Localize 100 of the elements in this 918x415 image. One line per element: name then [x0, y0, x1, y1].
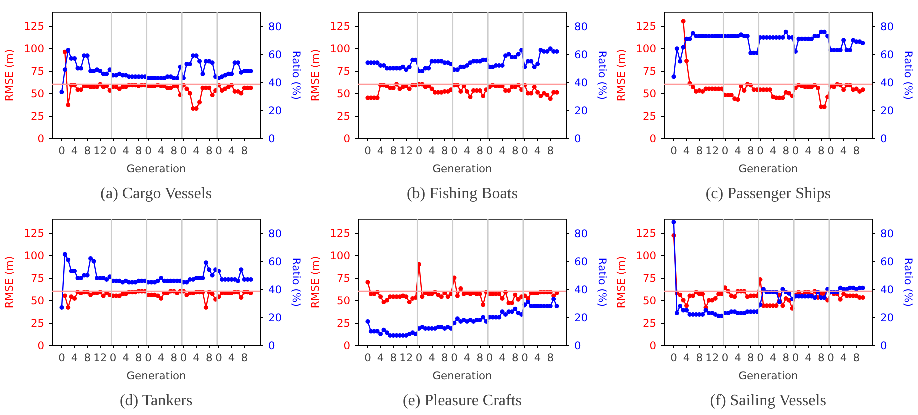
- text: (d) Tankers: [120, 392, 193, 410]
- x-tick-label: 4: [428, 352, 436, 364]
- x-tick-label: 0: [722, 352, 729, 364]
- x-tick-label: 4: [377, 144, 384, 158]
- x-tick-label: 8: [696, 144, 704, 158]
- y-tick-label: 0: [650, 132, 657, 146]
- y-tick-label: 100: [330, 250, 351, 262]
- x-tick-label: 0: [486, 352, 494, 364]
- y-tick-label: 125: [330, 227, 351, 240]
- x-tick-label: 4: [464, 352, 471, 364]
- y-tick-label: 100: [636, 42, 657, 56]
- x-tick-label: 0: [216, 144, 223, 158]
- y2-tick-label: 0: [880, 132, 888, 146]
- x-tick-label: 4: [840, 144, 848, 158]
- x-tick-label: 4: [428, 144, 436, 158]
- x-tick-label: 8: [241, 144, 248, 158]
- y-tick-label: 0: [38, 132, 45, 146]
- x-tick-label: 8: [547, 352, 554, 364]
- text: (a) Cargo Vessels: [100, 186, 212, 202]
- x-tick-label: 8: [135, 144, 142, 158]
- y2-axis-title: Ratio (%): [596, 258, 610, 308]
- y2-tick-label: 40: [268, 76, 282, 90]
- x-tick-label: 0: [828, 352, 835, 364]
- y2-tick-label: 60: [268, 48, 282, 62]
- x-tick-label: 4: [734, 352, 742, 364]
- x-tick-label: 8: [782, 352, 790, 364]
- x-tick-label: 8: [512, 352, 519, 364]
- x-tick-label: 12: [706, 352, 720, 364]
- x-tick-label: 0: [451, 352, 458, 364]
- x-tick-label: 0: [416, 352, 423, 364]
- y2-axis-title: Ratio (%): [902, 258, 916, 308]
- y-tick-label: 75: [336, 272, 351, 285]
- x-axis-title: Generation: [738, 370, 798, 382]
- x-tick-label: 8: [390, 144, 398, 158]
- x-tick-label: 0: [486, 144, 494, 158]
- x-tick-label: 4: [158, 352, 165, 364]
- y2-tick-label: 0: [574, 340, 582, 352]
- y2-tick-label: 60: [574, 48, 588, 62]
- y2-tick-label: 80: [574, 20, 588, 34]
- x-tick-label: 8: [135, 352, 142, 364]
- x-tick-label: 12: [400, 144, 414, 158]
- x-tick-label: 0: [58, 352, 66, 364]
- y-tick-label: 125: [636, 227, 657, 240]
- x-tick-label: 0: [364, 144, 372, 158]
- y2-axis-title: Ratio (%): [290, 258, 304, 308]
- x-tick-label: 0: [757, 144, 764, 158]
- x-tick-label: 0: [180, 144, 188, 158]
- y-tick-label: 0: [344, 132, 351, 146]
- y2-tick-label: 20: [880, 312, 894, 324]
- y2-tick-label: 20: [574, 312, 588, 324]
- y-tick-label: 100: [24, 42, 45, 56]
- x-tick-label: 4: [683, 352, 690, 364]
- y2-tick-label: 40: [268, 284, 282, 296]
- x-tick-label: 8: [747, 144, 754, 158]
- y-tick-label: 100: [636, 250, 657, 262]
- x-tick-label: 0: [451, 144, 458, 158]
- y2-axis-title: Ratio (%): [290, 50, 304, 100]
- y2-tick-label: 20: [268, 104, 282, 118]
- y2-tick-label: 0: [268, 132, 276, 146]
- y2-tick-label: 0: [268, 340, 276, 352]
- x-tick-label: 8: [696, 352, 704, 364]
- y-tick-label: 25: [336, 317, 351, 330]
- y-tick-label: 50: [642, 88, 657, 100]
- y-axis-title: RMSE (m): [615, 49, 628, 102]
- x-tick-label: 8: [818, 352, 825, 364]
- x-tick-label: 0: [110, 352, 117, 364]
- x-tick-label: 4: [734, 144, 742, 158]
- y-tick-label: 25: [30, 110, 45, 123]
- y-tick-label: 75: [30, 65, 45, 78]
- y-tick-label: 50: [30, 294, 45, 308]
- y-tick-label: 125: [24, 20, 45, 33]
- y2-tick-label: 40: [880, 284, 894, 296]
- x-tick-label: 0: [757, 352, 764, 364]
- y2-tick-label: 60: [880, 48, 894, 62]
- x-tick-label: 0: [828, 144, 835, 158]
- x-tick-label: 0: [722, 144, 729, 158]
- y2-tick-label: 80: [574, 228, 588, 240]
- x-tick-label: 4: [805, 144, 812, 158]
- x-tick-label: 4: [534, 144, 542, 158]
- x-tick-label: 4: [805, 352, 812, 364]
- y2-tick-label: 0: [880, 340, 888, 352]
- x-tick-label: 4: [377, 352, 384, 364]
- y-tick-label: 50: [642, 294, 657, 308]
- y2-tick-label: 0: [574, 132, 582, 146]
- x-tick-label: 0: [522, 352, 529, 364]
- x-tick-label: 4: [534, 352, 542, 364]
- x-tick-label: 12: [400, 352, 414, 364]
- x-tick-label: 0: [216, 352, 223, 364]
- y2-tick-label: 60: [574, 256, 588, 268]
- y-tick-label: 25: [30, 317, 45, 330]
- x-tick-label: 8: [547, 144, 554, 158]
- x-tick-label: 8: [206, 144, 213, 158]
- y-tick-label: 100: [330, 42, 351, 56]
- x-tick-label: 4: [122, 144, 130, 158]
- y2-tick-label: 80: [880, 228, 894, 240]
- y-tick-label: 25: [642, 317, 657, 330]
- text: (e) Pleasure Crafts: [402, 392, 522, 410]
- y-tick-label: 125: [636, 20, 657, 33]
- y-tick-label: 125: [330, 20, 351, 33]
- x-tick-label: 8: [390, 352, 398, 364]
